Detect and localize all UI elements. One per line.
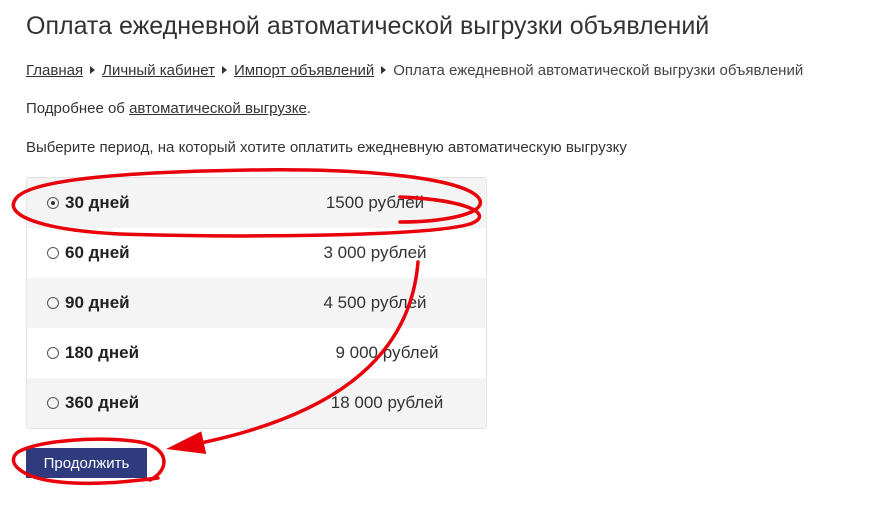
option-price: 1500 рублей (325, 193, 425, 212)
option-period: 180 дней (65, 343, 140, 362)
radio-button[interactable] (47, 297, 59, 309)
option-row[interactable]: 30 дней 1500 рублей (27, 178, 486, 228)
option-price: 4 500 рублей (323, 293, 427, 312)
breadcrumb: Главная Личный кабинет Импорт объявлений Оп… (26, 62, 803, 79)
more-prefix: Подробнее об (26, 100, 130, 117)
radio-button[interactable] (47, 197, 59, 209)
option-row[interactable]: 60 дней 3 000 рублей (27, 228, 486, 278)
instructions: Выберите период, на который хотите оплат… (26, 139, 627, 156)
option-row[interactable]: 180 дней 9 000 рублей (27, 328, 486, 378)
option-period: 30 дней (65, 193, 130, 212)
breadcrumb-cabinet[interactable]: Личный кабинет (102, 62, 215, 79)
continue-button[interactable]: Продолжить (26, 448, 147, 478)
option-row[interactable]: 90 дней 4 500 рублей (27, 278, 486, 328)
option-period: 60 дней (65, 243, 130, 262)
option-price: 3 000 рублей (323, 243, 427, 262)
arrow-head (166, 431, 207, 455)
option-price: 18 000 рублей (330, 393, 444, 412)
chevron-right-icon (381, 66, 387, 74)
radio-button[interactable] (47, 397, 59, 409)
radio-button[interactable] (47, 347, 59, 359)
breadcrumb-home[interactable]: Главная (26, 62, 84, 79)
more-info: Подробнее об автоматической выгрузке. (26, 100, 311, 117)
page-title: Оплата ежедневной автоматической выгрузк… (26, 12, 710, 40)
option-period: 90 дней (65, 293, 130, 312)
option-row[interactable]: 360 дней 18 000 рублей (27, 378, 486, 428)
chevron-right-icon (221, 66, 227, 74)
option-period: 360 дней (65, 393, 140, 412)
breadcrumb-import[interactable]: Импорт объявлений (233, 62, 375, 79)
chevron-right-icon (90, 66, 96, 74)
breadcrumb-current: Оплата ежедневной автоматической выгрузк… (393, 62, 804, 79)
radio-button[interactable] (47, 247, 59, 259)
option-price: 9 000 рублей (335, 343, 439, 362)
period-options: 30 дней 1500 рублей 60 дней 3 000 рублей 9… (26, 177, 487, 429)
more-suffix: . (306, 100, 311, 117)
auto-upload-link[interactable]: автоматической выгрузке (129, 100, 307, 117)
